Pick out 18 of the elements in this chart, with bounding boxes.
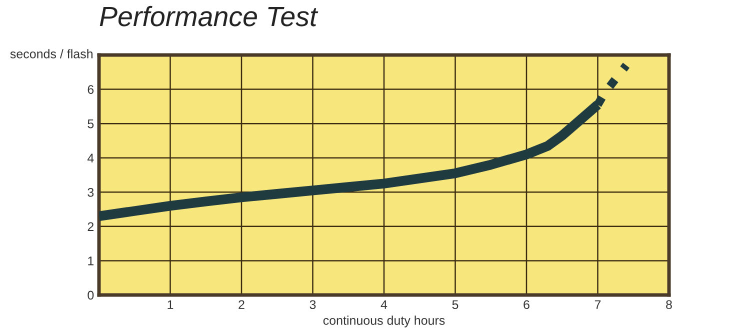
x-tick-label: 1 [168,300,174,309]
y-tick-label: 2 [88,222,94,231]
x-tick-label: 8 [666,300,672,310]
x-tick-label: 4 [380,300,388,309]
x-tick-label: 3 [310,300,316,310]
y-tick-label: 5 [88,120,94,128]
y-tick-label: 3 [88,188,94,197]
x-tick-label: 7 [594,300,601,309]
y-axis-title: seconds / flash [10,49,92,58]
x-tick-label: 6 [524,300,530,310]
y-tick-label: 6 [88,85,94,94]
chart-title: Performance Test [100,6,318,26]
x-axis-title: continuous duty hours [323,316,445,328]
x-tick-label: 5 [452,300,458,310]
y-tick-label: 0 [88,290,94,300]
y-tick-label: 4 [87,154,94,162]
x-tick-label: 2 [238,300,244,309]
y-tick-label: 1 [88,256,94,266]
